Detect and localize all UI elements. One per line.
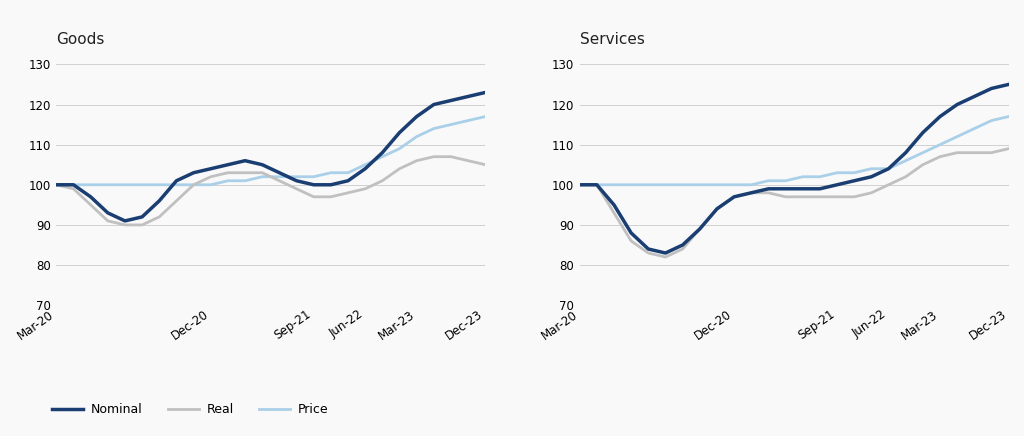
Text: Goods: Goods [56,32,104,47]
Text: Services: Services [580,32,644,47]
Legend: Nominal, Real, Price: Nominal, Real, Price [47,398,333,421]
